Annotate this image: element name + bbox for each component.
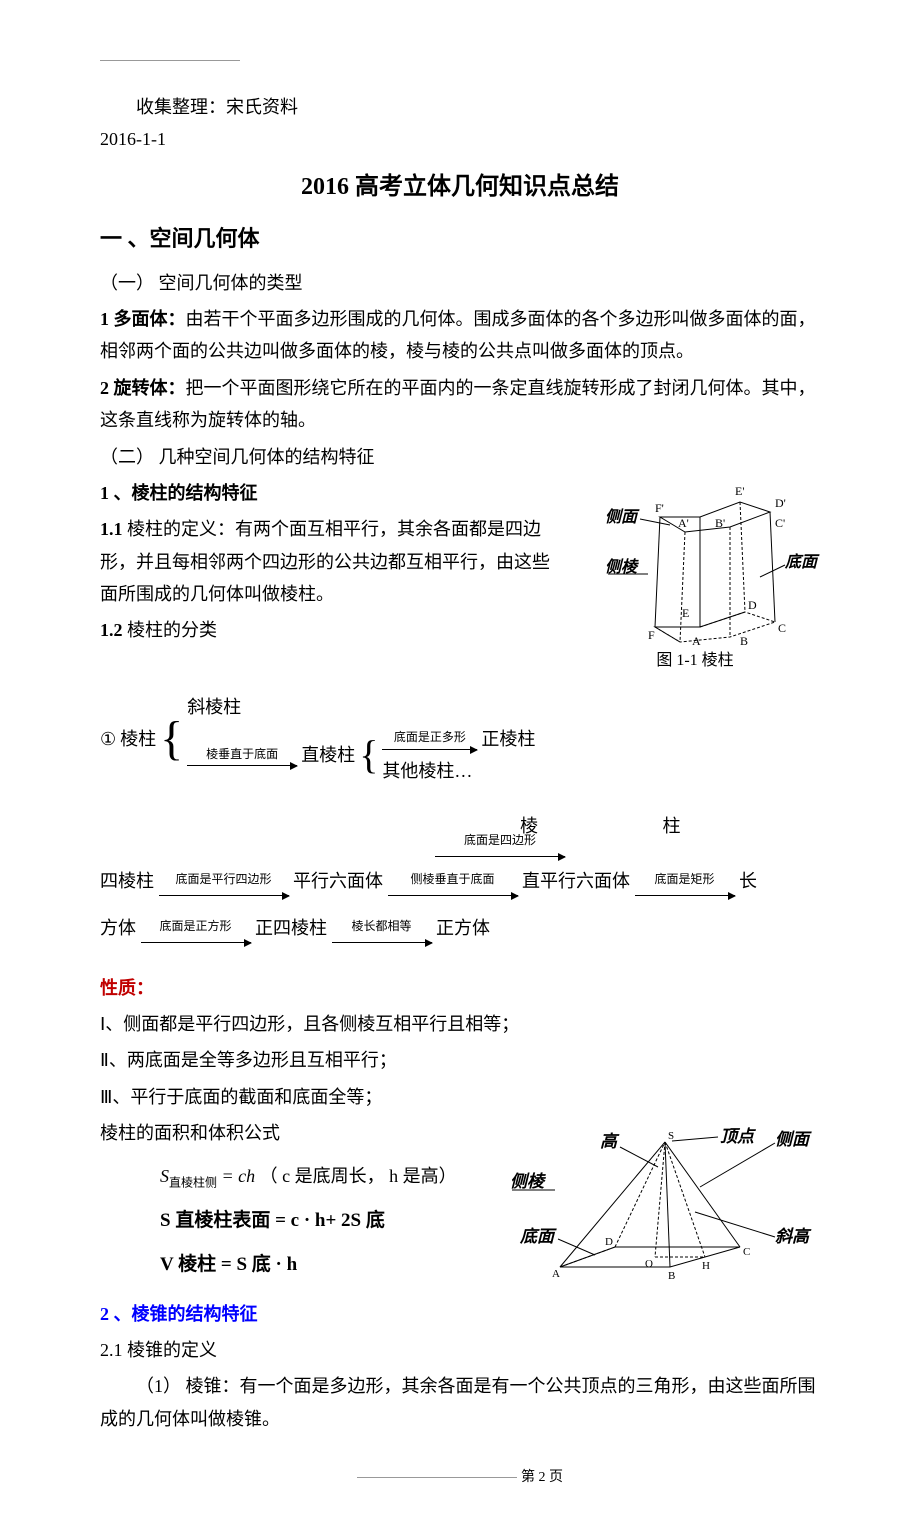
label-bp: B' xyxy=(715,516,725,530)
label-e: E xyxy=(682,606,689,620)
regular-prism: 正棱柱 xyxy=(481,723,535,755)
reg-quad-prism: 正四棱柱 xyxy=(255,918,327,938)
classification-chain: 棱 柱 底面是四边形 四棱柱 底面是平行四边形 平行六面体 侧棱垂直于底面 直平… xyxy=(100,803,820,952)
def-1-2-body: 棱柱的分类 xyxy=(123,620,218,640)
polyhedron-para: 1 多面体：由若干个平面多边形围成的几何体。围成多面体的各个多边形叫做多面体的面… xyxy=(100,303,820,368)
label-cp: C' xyxy=(775,516,785,530)
pyr-apex: 顶点 xyxy=(720,1127,757,1146)
brace-icon-2: { xyxy=(359,745,378,765)
arrow-label-perp: 棱垂直于底面 xyxy=(187,744,297,766)
four-prism: 四棱柱 xyxy=(100,871,154,891)
label-pb: B xyxy=(668,1270,675,1282)
def-2-1-label: 2.1 xyxy=(100,1340,123,1360)
pyr-side-face: 侧面 xyxy=(775,1130,812,1149)
def-1-2-label: 1.2 xyxy=(100,620,123,640)
property-3: Ⅲ、平行于底面的截面和底面全等； xyxy=(100,1081,820,1113)
arrow-base-square: 底面是正方形 xyxy=(141,911,251,942)
subsection-a: （一） 空间几何体的类型 xyxy=(100,267,820,299)
pyramid-figure: S A B C D O H 高 顶点 侧面 侧棱 底面 斜高 xyxy=(500,1117,820,1297)
date: 2016-1-1 xyxy=(100,123,820,155)
label-f: F xyxy=(648,628,655,642)
page-footer: 第 2 页 xyxy=(100,1465,820,1490)
def-1-1-label: 1.1 xyxy=(100,519,123,539)
label-b: B xyxy=(740,634,748,647)
label-pc: C xyxy=(743,1246,750,1258)
arrow-edges-equal: 棱长都相等 xyxy=(332,911,432,942)
cube: 正方体 xyxy=(436,918,490,938)
section-2-heading: 2 、棱锥的结构特征 xyxy=(100,1298,820,1330)
pyr-base: 底面 xyxy=(519,1227,557,1246)
label-ep: E' xyxy=(735,484,745,498)
collector: 收集整理：宋氏资料 xyxy=(100,91,820,123)
label-ph: H xyxy=(702,1260,710,1272)
page: 收集整理：宋氏资料 2016-1-1 2016 高考立体几何知识点总结 一 、空… xyxy=(0,0,920,1530)
label-side-edge: 侧棱 xyxy=(605,558,639,576)
oblique-prism: 斜棱柱 xyxy=(187,691,535,723)
pyr-height: 高 xyxy=(600,1132,620,1151)
cuboid: 方体 xyxy=(100,918,136,938)
label-dp: D' xyxy=(775,496,786,510)
rule-top xyxy=(100,60,240,61)
def-2-1-body: 棱锥的定义 xyxy=(123,1340,218,1360)
label-a: A xyxy=(692,634,701,647)
prism-caption: 图 1-1 棱柱 xyxy=(570,647,820,676)
f1-sub: 直棱柱侧 xyxy=(169,1175,217,1189)
footer-rule xyxy=(357,1477,517,1478)
subsection-b: （二） 几种空间几何体的结构特征 xyxy=(100,441,820,473)
right-prism: 直棱柱 xyxy=(301,739,355,771)
label-po: O xyxy=(645,1258,653,1270)
arrow-edge-perp: 侧棱垂直于底面 xyxy=(388,864,518,895)
cuboid-pre: 长 xyxy=(739,871,757,891)
rot-body: 把一个平面图形绕它所在的平面内的一条定直线旋转形成了封闭几何体。其中，这条直线称… xyxy=(100,378,816,430)
prism-figure: F' E' D' C' A' B' F A B C D E 侧面 侧棱 底面 图… xyxy=(570,477,820,676)
property-1: Ⅰ、侧面都是平行四边形，且各侧棱互相平行且相等； xyxy=(100,1008,820,1040)
chain-prism-r2: 柱 xyxy=(663,816,681,836)
arrow-label-regpoly: 底面是正多形 xyxy=(382,727,477,749)
label-base-face: 底面 xyxy=(784,553,820,571)
label-ap: A' xyxy=(678,516,689,530)
f1-note: （ c 是底周长， h 是高） xyxy=(260,1166,457,1186)
label-pd: D xyxy=(605,1236,613,1248)
label-c: C xyxy=(778,621,786,635)
label-s: S xyxy=(668,1130,674,1142)
main-title: 2016 高考立体几何知识点总结 xyxy=(100,166,820,209)
prism-svg: F' E' D' C' A' B' F A B C D E 侧面 侧棱 底面 xyxy=(570,477,820,647)
arrow-base-rect: 底面是矩形 xyxy=(635,864,735,895)
classification-block: ① 棱柱 { 斜棱柱 棱垂直于底面 直棱柱 { 底面是正多形 xyxy=(100,691,820,788)
brace-icon: { xyxy=(160,727,183,751)
label-side-face: 侧面 xyxy=(605,508,640,526)
f1-pre: S xyxy=(160,1166,169,1186)
properties-heading: 性质： xyxy=(100,972,820,1004)
property-2: Ⅱ、两底面是全等多边形且互相平行； xyxy=(100,1044,820,1076)
label-fp: F' xyxy=(655,501,664,515)
poly-title: 1 多面体： xyxy=(100,309,186,329)
footer-text: 第 2 页 xyxy=(521,1470,563,1485)
rot-title: 2 旋转体： xyxy=(100,378,186,398)
arrow-base-para: 底面是平行四边形 xyxy=(159,864,289,895)
pyr-side-edge: 侧棱 xyxy=(510,1172,546,1191)
right-parallelepiped: 直平行六面体 xyxy=(522,871,630,891)
def-2-1: 2.1 棱锥的定义 xyxy=(100,1334,820,1366)
rotation-para: 2 旋转体：把一个平面图形绕它所在的平面内的一条定直线旋转形成了封闭几何体。其中… xyxy=(100,372,820,437)
pyramid-svg: S A B C D O H 高 顶点 侧面 侧棱 底面 斜高 xyxy=(500,1117,820,1287)
pyramid-item-1: （1） 棱锥：有一个面是多边形，其余各面是有一个公共顶点的三角形，由这些面所围成… xyxy=(100,1370,820,1435)
label-d: D xyxy=(748,598,757,612)
def-1-1-body: 棱柱的定义：有两个面互相平行，其余各面都是四边形，并且每相邻两个四边形的公共边都… xyxy=(100,519,550,604)
arrow-base-quad: 底面是四边形 xyxy=(435,825,565,856)
other-prism: 其他棱柱… xyxy=(382,755,535,787)
label-pa: A xyxy=(552,1268,560,1280)
parallelepiped: 平行六面体 xyxy=(293,871,383,891)
tree-root: 棱柱 xyxy=(120,723,156,755)
f1-eq: = ch xyxy=(217,1166,255,1186)
section-1-heading: 一 、空间几何体 xyxy=(100,219,820,259)
circled-1: ① xyxy=(100,723,116,755)
pyr-slant: 斜高 xyxy=(775,1227,812,1246)
poly-body: 由若干个平面多边形围成的几何体。围成多面体的各个多边形叫做多面体的面，相邻两个面… xyxy=(100,309,816,361)
